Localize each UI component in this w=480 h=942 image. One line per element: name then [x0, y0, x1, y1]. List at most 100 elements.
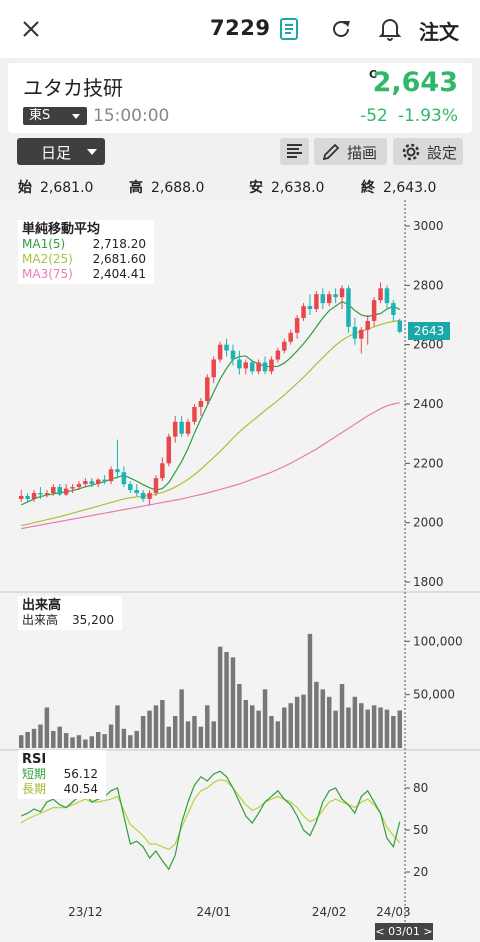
- candle-body: [166, 436, 172, 464]
- volume-bar: [307, 633, 313, 748]
- draw-button[interactable]: 描画: [314, 138, 387, 165]
- volume-bar: [365, 709, 370, 748]
- stock-name: ユタカ技研: [23, 76, 123, 100]
- top-bar: 7229 注文: [0, 0, 480, 58]
- volume-bar: [108, 724, 114, 748]
- volume-bar: [249, 705, 255, 748]
- volume-bar: [205, 705, 210, 748]
- ma-legend: 単純移動平均 MA1(5) 2,718.20 MA2(25) 2,681.60 MA…: [18, 220, 154, 284]
- quote-time: 15:00:00: [93, 106, 170, 126]
- x-tick-label: 23/12: [68, 905, 103, 919]
- settings-button[interactable]: 設定: [393, 138, 463, 165]
- volume-bar: [89, 736, 95, 748]
- candle-body: [134, 490, 139, 493]
- rsi-tick-label: 80: [413, 781, 428, 795]
- ohlc-low: 安 2,638.0: [249, 180, 325, 196]
- volume-bar: [224, 652, 229, 748]
- candle-body: [172, 421, 178, 437]
- stock-code: 7229: [210, 16, 271, 40]
- order-button[interactable]: 注文: [419, 20, 459, 44]
- candle-body: [205, 377, 210, 402]
- volume-bar: [230, 657, 236, 748]
- volume-bar: [262, 689, 268, 748]
- volume-bar: [326, 696, 332, 748]
- candle-body: [269, 359, 274, 372]
- volume-bar: [179, 689, 184, 748]
- candle-body: [359, 329, 364, 339]
- candle-body: [185, 421, 191, 434]
- candle-body: [256, 362, 261, 372]
- volume-legend: 出来高 出来高 35,200: [18, 596, 122, 630]
- candle-body: [230, 350, 236, 360]
- volume-bar: [192, 716, 197, 748]
- candle-body: [70, 487, 75, 489]
- price-tick-label: 2800: [413, 278, 444, 292]
- close-icon[interactable]: [18, 16, 44, 42]
- candle-body: [51, 487, 56, 493]
- price-tick-label: 1800: [413, 575, 444, 589]
- candle-body: [365, 320, 370, 330]
- volume-bar: [371, 705, 377, 748]
- volume-bar: [25, 732, 30, 748]
- gear-icon: [402, 143, 420, 161]
- volume-legend-row: 出来高 35,200: [22, 613, 114, 627]
- stock-chart[interactable]: 3000 2800 2600 2400 2200 2000 1800 100,000 50,00…: [0, 200, 480, 942]
- indicator-list-button[interactable]: [280, 138, 309, 165]
- volume-bar: [397, 710, 403, 748]
- volume-bar: [275, 721, 281, 748]
- candle-body: [18, 495, 24, 499]
- rsi-tick-label: 20: [413, 865, 428, 879]
- price-tick-label: 2000: [413, 516, 444, 530]
- volume-bar: [359, 703, 364, 748]
- ma1-line: [20, 300, 401, 506]
- candle-body: [89, 481, 95, 485]
- volume-bar: [31, 728, 37, 748]
- candle-body: [326, 294, 332, 304]
- settings-label: 設定: [427, 144, 458, 162]
- date-badge[interactable]: < 03/01 >: [375, 923, 433, 940]
- volume-bar: [217, 646, 223, 748]
- candle-body: [63, 488, 69, 495]
- candle-body: [294, 317, 300, 333]
- change-pct: -1.93%: [397, 106, 458, 126]
- candle-body: [25, 495, 30, 499]
- candle-body: [102, 479, 107, 482]
- volume-bar: [57, 726, 62, 748]
- volume-bar: [83, 739, 88, 748]
- chevron-down-icon: [87, 149, 97, 155]
- pencil-icon: [322, 143, 340, 161]
- volume-bar: [282, 707, 287, 748]
- bell-icon[interactable]: [378, 16, 402, 42]
- candle-body: [31, 493, 37, 499]
- volume-bar: [314, 681, 319, 748]
- memo-icon[interactable]: [278, 17, 300, 41]
- current-price-badge: 2643: [408, 322, 450, 340]
- ma-legend-title: 単純移動平均: [22, 222, 101, 237]
- ma3-legend: MA3(75) 2,404.41: [22, 267, 146, 281]
- reload-icon[interactable]: [329, 17, 353, 41]
- candle-body: [333, 294, 338, 298]
- volume-bar: [185, 721, 191, 748]
- candle-body: [384, 288, 390, 304]
- x-tick-label: 24/02: [312, 905, 347, 919]
- timeframe-select[interactable]: 日足: [17, 138, 105, 165]
- volume-bar: [38, 724, 43, 748]
- candle-body: [192, 406, 197, 422]
- volume-bar: [147, 710, 152, 748]
- volume-bar: [378, 707, 383, 748]
- ma2-legend: MA2(25) 2,681.60: [22, 252, 146, 266]
- candle-body: [371, 300, 377, 321]
- volume-bar: [153, 705, 159, 748]
- candle-body: [243, 362, 249, 369]
- volume-tick-label: 50,000: [413, 688, 455, 702]
- list-icon: [287, 144, 302, 158]
- volume-bar: [320, 689, 326, 748]
- price-change: -52 -1.93%: [360, 106, 458, 126]
- candle-body: [179, 421, 184, 434]
- volume-bar: [70, 737, 75, 748]
- candle-body: [83, 481, 88, 485]
- market-select[interactable]: 東S: [23, 107, 87, 125]
- candle-body: [128, 484, 133, 491]
- candle-body: [57, 487, 62, 495]
- current-price: 2,643: [372, 67, 458, 98]
